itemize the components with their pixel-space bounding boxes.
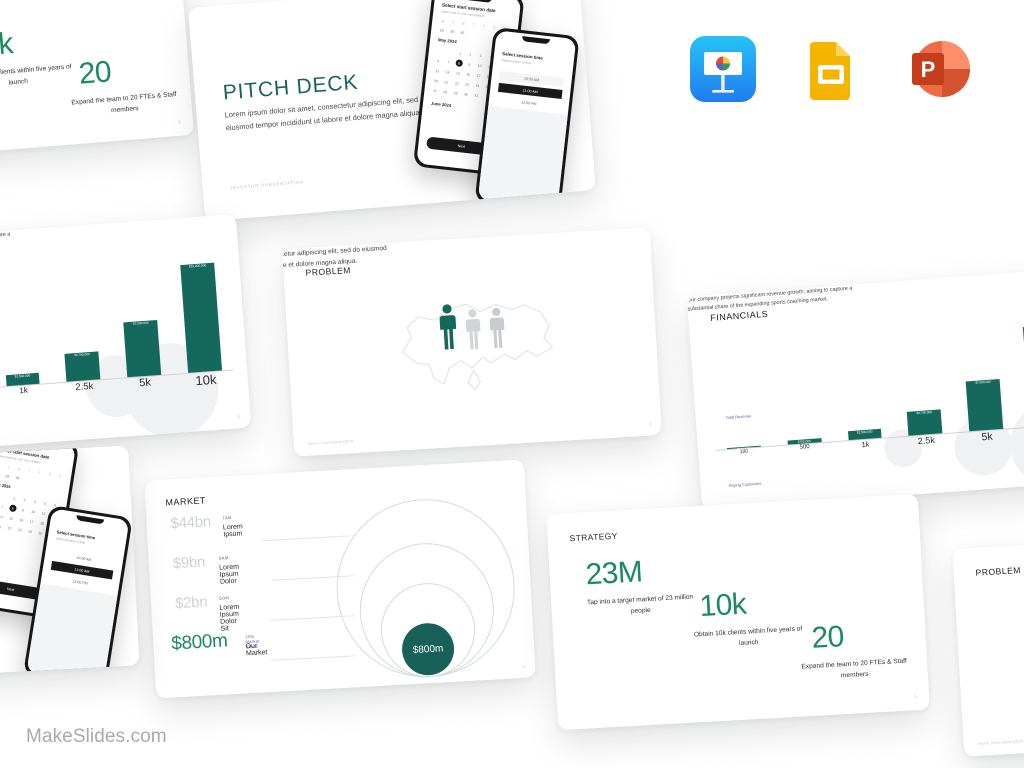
page-number: 3 [648,421,652,428]
strategy-number: 20 [77,55,113,91]
slide-title: PROBLEM [975,565,1022,578]
market-label: Lorem Ipsum Dolor Sit [219,603,240,633]
slide-financials[interactable]: FINANCIALS Our company projects signific… [686,267,1024,511]
market-label: Our Market [245,642,268,658]
category-label: 10k [194,371,217,389]
strategy-number: 23M [584,555,644,592]
bar-item: $3,750,000 [60,351,105,382]
market-label: Lorem Ipsum [222,523,243,539]
leader-line [261,535,350,542]
market-tag: SAM [218,555,229,561]
category-label: 1k [18,385,29,396]
keynote-icon[interactable] [690,36,756,102]
chart-x-axis-label: Paying Customers [728,480,762,488]
market-label: Lorem Ipsum Dolor [219,563,240,586]
bar-chart: Total Revenue Paying Customers $150,000 … [710,324,1024,495]
person-icon-highlighted [439,304,457,350]
slide-product-phones[interactable]: Select start session date Select date fo… [0,445,140,679]
watermark-makeslides: MakeSlides.com [26,726,167,747]
svg-text:P: P [921,57,936,82]
page-number: 4 [522,663,526,670]
google-slides-icon[interactable] [798,36,864,102]
category-label: 100 [739,448,749,456]
bar-item: $7,500,000 [961,378,1008,432]
source-note: Source: Lorem Ipsum (2024) [307,439,354,446]
category-label: 1k [861,439,870,450]
person-icon [489,307,505,349]
page-number: 5 [914,694,918,701]
slide-footer-label: INVESTOR PRESENTATION [230,179,305,191]
chart-bars: $150,000 $750,000 $1,500,000 $3,750,000 … [708,314,1024,451]
slide-market[interactable]: MARKET $800m $44bn TAM Lorem Ipsum $9bn … [144,459,536,699]
slide-title: STRATEGY [569,530,619,544]
bar-item: $7,500,000 [119,319,166,378]
market-amount: $800m [170,630,229,655]
category-label: 2.5k [74,380,94,394]
powerpoint-icon[interactable]: P [906,36,972,102]
category-label: 2.5k [917,434,936,447]
slide-title: MARKET [165,495,207,508]
phone-panel [477,105,568,209]
slide-strategy[interactable]: STRATEGY 23M Tap into a target market of… [546,493,930,731]
strategy-desc: Tap into a target market of 23 million p… [586,593,694,615]
slide-financials-thumbnail-left[interactable]: FINANCIALS Our company projects signific… [0,213,252,457]
map-outline-icon [401,303,554,391]
strategy-desc: Obtain 10k clients within five years of … [693,625,803,647]
leader-line [270,655,357,662]
category-label: 500 [799,444,810,451]
market-amount: $9bn [172,553,206,573]
strategy-desc: Obtain 10k clients within five years of … [0,63,72,86]
market-tag: TAM [222,514,232,521]
bar-item: $15,000,000 [176,262,227,373]
phone-panel [26,583,118,679]
page-number: 5 [178,119,182,126]
strategy-number: 10k [698,587,748,624]
slide-strategy-thumbnail-topleft[interactable]: STRATEGY 23M Tap into a target market of… [0,0,195,165]
category-label: 5k [138,376,152,390]
app-icon-row: P [690,36,980,106]
market-amount: $2bn [174,593,208,613]
calendar-week-row[interactable]: 27 28 29 30 31 [432,88,479,98]
bar-chart: Total Revenue Paying Customers $150,000 … [0,262,236,441]
phone-mockup-time: Select session time Select duration of t… [474,26,580,212]
strategy-number: 10k [0,27,15,64]
person-icon [465,309,481,350]
slide-body-text: Our company projects significant revenue… [0,231,11,250]
category-label: 5k [981,430,994,444]
bar-item: $3,750,000 [902,409,947,436]
strategy-number: 20 [810,620,845,655]
slide-problem-thumbnail-right[interactable]: PROBLEM Source: Lorem Ipsum (2024) [952,527,1024,757]
market-tag: SOM [218,595,230,601]
slide-pitch-deck[interactable]: PITCH DECK Lorem ipsum dolor sit amet, c… [188,0,596,222]
strategy-desc: Expand the team to 20 FTEs & Staff membe… [801,657,907,679]
strategy-desc: Expand the team to 20 FTEs & Staff membe… [71,91,177,114]
source-note: Source: Lorem Ipsum (2024) [977,739,1024,746]
page-number: 8 [237,414,241,421]
market-amount: $44bn [170,513,212,533]
slide-body-text: Our company projects significant revenue… [686,285,853,313]
bar-item: $15,000,000 [1018,324,1024,427]
slide-problem[interactable]: PROBLEM Lorem ipsum dolor sit amet, cons… [282,227,662,457]
